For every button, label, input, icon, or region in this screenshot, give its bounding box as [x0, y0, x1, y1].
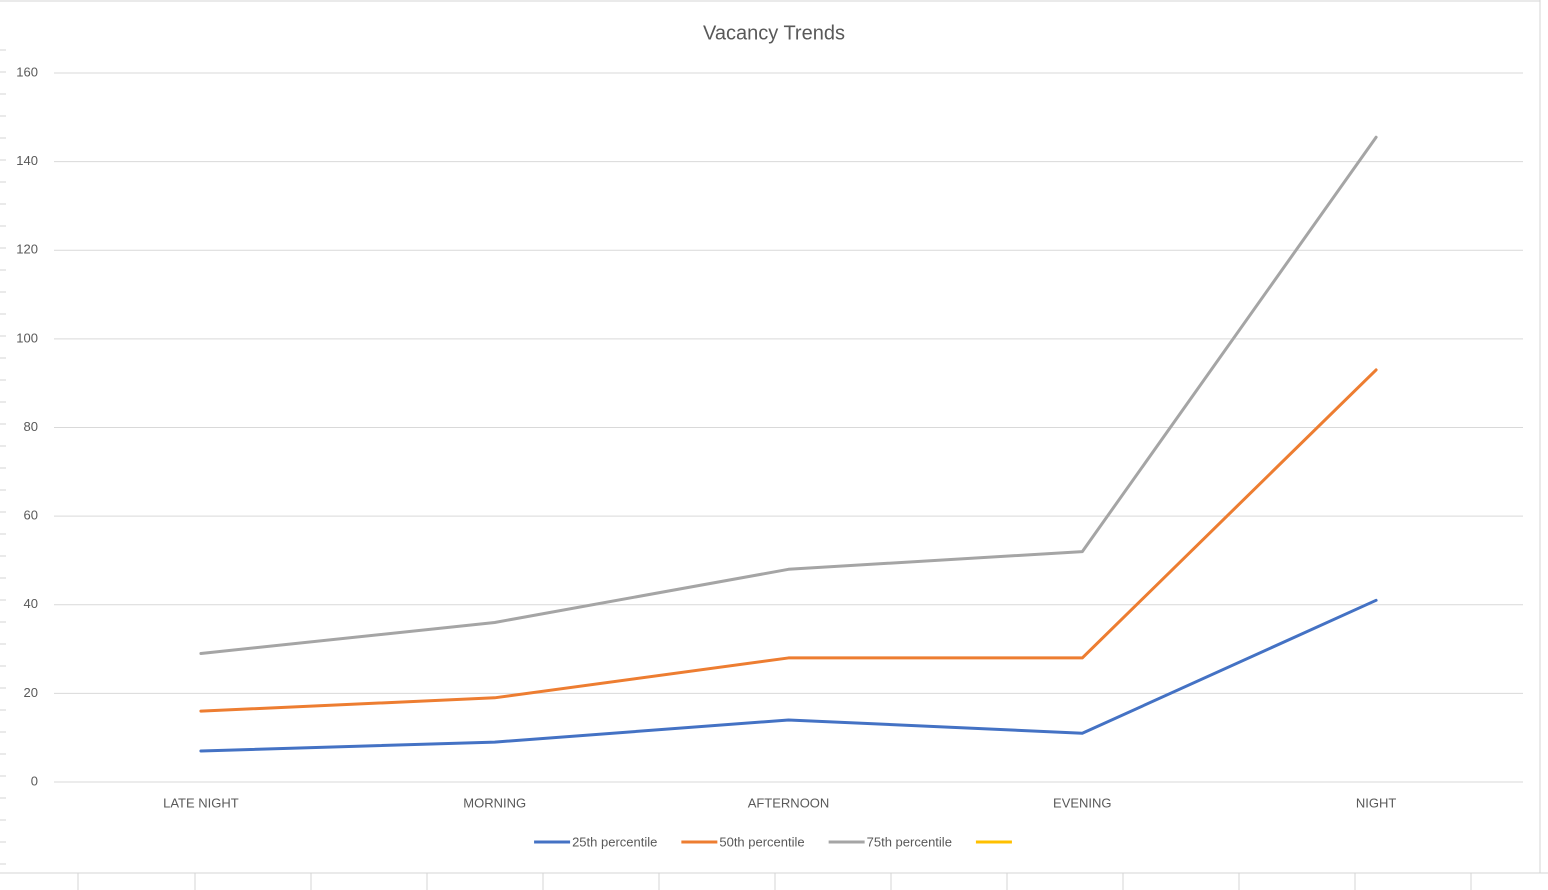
y-tick-label: 140 — [16, 153, 38, 168]
series-line — [199, 368, 1378, 713]
legend-label: 50th percentile — [719, 834, 804, 849]
x-tick-label: MORNING — [463, 795, 526, 810]
chart-title: Vacancy Trends — [703, 22, 845, 44]
y-tick-label: 60 — [24, 508, 38, 523]
y-tick-label: 0 — [31, 773, 38, 788]
legend-label: 75th percentile — [867, 834, 952, 849]
y-tick-label: 40 — [24, 596, 38, 611]
y-tick-label: 20 — [24, 685, 38, 700]
x-tick-label: EVENING — [1053, 795, 1112, 810]
legend: 25th percentile 50th percentile 75th perce… — [534, 834, 1012, 849]
series-line — [199, 135, 1378, 655]
legend-label: 25th percentile — [572, 834, 657, 849]
series-line — [199, 598, 1378, 753]
y-tick-label: 160 — [16, 64, 38, 79]
x-tick-label: AFTERNOON — [748, 795, 830, 810]
y-tick-label: 100 — [16, 330, 38, 345]
y-tick-label: 120 — [16, 242, 38, 257]
x-tick-label: NIGHT — [1356, 795, 1397, 810]
x-tick-label: LATE NIGHT — [163, 795, 239, 810]
y-tick-label: 80 — [24, 419, 38, 434]
